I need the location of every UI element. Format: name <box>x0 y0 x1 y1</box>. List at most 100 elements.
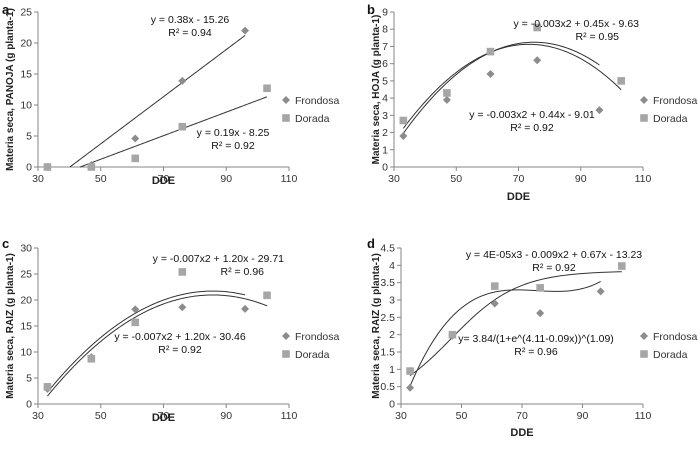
y-tick-label: 6 <box>382 58 388 70</box>
data-point-dorada <box>486 47 495 56</box>
x-tick-label: 70 <box>158 410 170 422</box>
legend-label-dorada: Dorada <box>295 349 330 361</box>
y-tick-label: 4.5 <box>380 243 395 255</box>
equation-dorada: y = -0.007x2 + 1.20x - 30.46 <box>114 331 245 343</box>
data-point-dorada <box>399 116 408 125</box>
x-tick-label: 110 <box>281 410 298 422</box>
data-point-frondosa <box>406 383 415 392</box>
trendline-frondosa <box>47 290 246 393</box>
x-axis-label: DDE <box>152 175 175 187</box>
y-tick-label: 3 <box>389 295 395 307</box>
trendline-frondosa <box>69 35 246 168</box>
x-tick-label: 50 <box>450 173 462 185</box>
trendline-dorada <box>79 96 268 168</box>
y-axis-label: Materia seca, RAIZ (g planta-1) <box>371 253 382 399</box>
equation-dorada: y= 3.84/(1+e^(4.11-0.09x))^(1.09) <box>458 333 614 345</box>
x-tick-label: 50 <box>95 410 107 422</box>
trendline-dorada <box>47 294 268 397</box>
y-tick-label: 0 <box>389 399 395 411</box>
y-tick-label: 1 <box>389 364 395 376</box>
data-point-frondosa <box>241 26 250 35</box>
legend-label-frondosa: Frondosa <box>653 95 698 107</box>
equation-dorada: y = 0.19x - 8.25 <box>197 127 270 139</box>
x-tick-label: 90 <box>577 410 589 422</box>
legend-label-frondosa: Frondosa <box>295 95 340 107</box>
y-axis-label: Materia seca, RAIZ (g planta-1) <box>5 253 16 399</box>
x-tick-label: 70 <box>158 173 170 185</box>
y-tick-label: 7 <box>382 41 388 53</box>
data-point-frondosa <box>442 95 451 104</box>
x-tick-label: 50 <box>95 173 107 185</box>
x-tick-label: 110 <box>281 173 298 185</box>
panel-c: c 0 5 10 15 20 25 30 30 50 70 90 110 DDE Materia seca,… <box>2 236 340 424</box>
data-point-dorada <box>533 23 541 32</box>
panel-letter: b <box>367 2 375 17</box>
y-tick-label: 20 <box>20 295 32 307</box>
equation-frondosa: y = -0.003x2 + 0.45x - 9.63 <box>514 18 640 30</box>
y-tick-label: 30 <box>20 243 32 255</box>
y-axis-label: Materia seca, HOJA (g planta-1) <box>371 15 382 165</box>
panel-letter: c <box>2 236 9 251</box>
legend-marker-dorada <box>640 350 648 358</box>
data-point-dorada <box>43 163 52 171</box>
x-tick-label: 30 <box>395 410 407 422</box>
trendline-frondosa <box>409 280 601 387</box>
y-tick-label: 2.5 <box>380 312 395 324</box>
legend-label-dorada: Dorada <box>653 113 688 125</box>
data-point-frondosa <box>536 309 545 318</box>
y-tick-label: 2 <box>389 329 395 341</box>
data-point-frondosa <box>595 106 604 115</box>
r2-dorada: R² = 0.96 <box>514 346 558 358</box>
r2-frondosa: R² = 0.92 <box>532 262 576 274</box>
r2-frondosa: R² = 0.96 <box>221 266 265 278</box>
data-point-dorada <box>490 282 499 290</box>
panel-letter: d <box>367 236 375 251</box>
y-tick-label: 0.5 <box>380 381 395 393</box>
r2-dorada: R² = 0.92 <box>510 122 554 134</box>
data-point-frondosa <box>178 303 187 312</box>
data-point-dorada <box>87 163 96 171</box>
legend: Frondosa Dorada <box>640 331 698 361</box>
x-tick-label: 30 <box>32 173 44 185</box>
r2-dorada: R² = 0.92 <box>158 344 202 356</box>
r2-dorada: R² = 0.92 <box>211 140 255 152</box>
y-tick-label: 0 <box>26 399 32 411</box>
r2-frondosa: R² = 0.94 <box>168 27 212 39</box>
data-point-dorada <box>263 84 271 93</box>
y-tick-label: 5 <box>26 373 32 385</box>
y-tick-label: 10 <box>20 100 32 112</box>
data-point-dorada <box>87 354 96 363</box>
x-tick-label: 70 <box>516 410 528 422</box>
equation-frondosa: y = 0.38x - 15.26 <box>151 14 230 26</box>
y-tick-label: 15 <box>20 321 32 333</box>
x-tick-label: 30 <box>388 173 400 185</box>
y-tick-label: 1 <box>382 144 388 156</box>
data-point-dorada <box>618 262 626 270</box>
legend-marker-dorada <box>282 350 290 358</box>
x-axis-label: DDE <box>152 412 175 424</box>
data-point-frondosa <box>241 304 250 313</box>
y-tick-label: 15 <box>20 69 32 81</box>
panel-a: a 0 5 10 15 20 25 30 50 70 90 110 DDE Materia seca, P… <box>2 2 340 187</box>
data-point-dorada <box>263 291 271 300</box>
y-axis-label: Materia seca, PANOJA (g planta-1) <box>5 8 16 171</box>
legend-label-frondosa: Frondosa <box>653 331 698 343</box>
y-tick-label: 1.5 <box>380 347 395 359</box>
y-tick-label: 4 <box>382 93 388 105</box>
y-tick-label: 5 <box>26 131 32 143</box>
y-tick-label: 4 <box>389 260 395 272</box>
y-tick-label: 2 <box>382 127 388 139</box>
y-tick-label: 0 <box>382 162 388 174</box>
data-point-dorada <box>131 154 140 163</box>
data-point-dorada <box>178 268 187 276</box>
data-point-dorada <box>178 122 187 131</box>
legend-label-dorada: Dorada <box>653 349 688 361</box>
x-tick-label: 110 <box>635 173 652 185</box>
data-point-dorada <box>443 89 451 97</box>
legend-label-frondosa: Frondosa <box>295 331 340 343</box>
trendline-dorada <box>402 43 622 129</box>
data-point-frondosa <box>131 305 140 314</box>
x-axis-label: DDE <box>510 427 533 439</box>
x-tick-label: 70 <box>513 173 525 185</box>
